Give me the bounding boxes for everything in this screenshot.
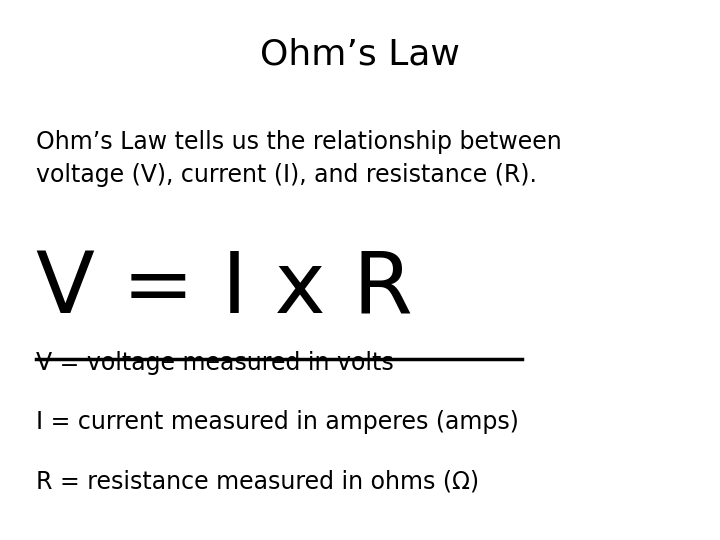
- Text: Ohm’s Law tells us the relationship between
voltage (V), current (I), and resist: Ohm’s Law tells us the relationship betw…: [36, 130, 562, 187]
- Text: I = current measured in amperes (amps): I = current measured in amperes (amps): [36, 410, 519, 434]
- Text: Ohm’s Law: Ohm’s Law: [260, 38, 460, 72]
- Text: V = voltage measured in volts: V = voltage measured in volts: [36, 351, 394, 375]
- Text: R = resistance measured in ohms (Ω): R = resistance measured in ohms (Ω): [36, 470, 479, 494]
- Text: V = I x R: V = I x R: [36, 248, 413, 332]
